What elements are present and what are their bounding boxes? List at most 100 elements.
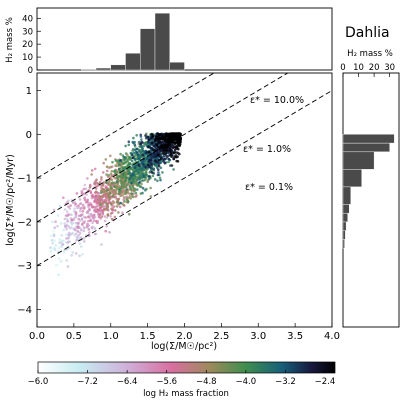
top-hist-ylabel: H₂ mass % — [5, 17, 15, 63]
main-ytick-label: 0 — [26, 130, 32, 141]
scatter-point — [70, 218, 74, 221]
scatter-point — [82, 229, 86, 233]
scatter-point — [162, 148, 166, 151]
top-hist-bar — [169, 62, 185, 71]
scatter-point — [173, 155, 176, 158]
scatter-point — [59, 222, 63, 225]
scatter-point — [147, 138, 150, 142]
scatter-point — [89, 191, 93, 195]
scatter-point — [139, 142, 143, 145]
scatter-point — [80, 218, 84, 221]
scatter-point — [162, 155, 165, 158]
scatter-point — [67, 231, 71, 235]
scatter-point — [105, 225, 108, 228]
scatter-point — [111, 194, 115, 197]
scatter-point — [140, 170, 143, 174]
scatter-point — [103, 215, 106, 218]
scatter-point — [79, 236, 83, 239]
scatter-point — [120, 179, 123, 183]
scatter-point — [158, 176, 162, 180]
scatter-point — [49, 234, 53, 237]
scatter-point — [57, 246, 61, 250]
scatter-point — [161, 171, 164, 174]
scatter-point — [74, 221, 78, 225]
scatter-point — [164, 143, 167, 146]
scatter-point — [101, 211, 104, 215]
scatter-point — [142, 175, 146, 178]
scatter-point — [138, 149, 141, 153]
scatter-point — [166, 133, 170, 136]
scatter-point — [70, 213, 73, 216]
scatter-point — [53, 248, 57, 251]
scatter-point — [99, 205, 102, 209]
scatter-point — [79, 202, 83, 205]
scatter-point — [121, 176, 124, 179]
scatter-point — [65, 227, 68, 231]
scatter-point — [172, 168, 175, 171]
scatter-point — [105, 198, 108, 201]
scatter-point — [100, 178, 103, 181]
scatter-point — [131, 185, 134, 188]
scatter-point — [79, 209, 82, 213]
scatter-point — [115, 185, 118, 188]
efficiency-line — [37, 90, 332, 267]
right-hist-bar — [342, 204, 350, 214]
scatter-point — [92, 195, 95, 199]
scatter-point — [77, 221, 80, 225]
scatter-point — [119, 194, 122, 198]
top-hist-bar — [110, 64, 126, 71]
scatter-point — [169, 153, 172, 157]
scatter-point — [57, 273, 60, 277]
scatter-point — [77, 226, 80, 229]
colorbar-ticks: −6.0 −7.2 −6.4 −5.6 −4.8 −4.0 −3.2 −2.4 — [28, 370, 335, 387]
scatter-point — [115, 192, 118, 195]
scatter-point — [137, 140, 141, 144]
scatter-point — [150, 156, 154, 160]
scatter-point — [103, 199, 106, 202]
top-hist-bar — [95, 67, 111, 71]
scatter-point — [88, 207, 91, 211]
scatter-point — [152, 144, 156, 147]
scatter-point — [117, 188, 121, 191]
colorbar-tick-label: −4.8 — [196, 377, 217, 387]
colorbar: −6.0 −7.2 −6.4 −5.6 −4.8 −4.0 −3.2 −2.4 log H₂ … — [28, 361, 336, 399]
scatter-point — [172, 136, 176, 139]
scatter-point — [97, 197, 100, 201]
scatter-point — [141, 187, 145, 190]
scatter-point — [100, 198, 104, 201]
scatter-point — [158, 141, 162, 144]
scatter-point — [141, 153, 145, 157]
scatter-point — [92, 219, 96, 222]
scatter-point — [92, 213, 96, 217]
scatter-point — [66, 241, 69, 244]
scatter-point — [107, 174, 111, 177]
main-ytick-label: −4 — [17, 305, 32, 316]
scatter-point — [59, 260, 63, 263]
main-xtick-label: 4.0 — [324, 331, 340, 342]
scatter-point — [63, 249, 66, 252]
scatter-point — [161, 140, 165, 144]
scatter-point — [110, 178, 114, 181]
scatter-point — [157, 168, 160, 171]
scatter-point — [93, 200, 96, 203]
scatter-point — [173, 151, 176, 155]
scatter-point — [75, 192, 79, 195]
scatter-point — [63, 222, 66, 225]
scatter-point — [128, 185, 132, 188]
scatter-point — [126, 159, 129, 162]
scatter-point — [68, 207, 72, 210]
scatter-point — [149, 195, 153, 198]
scatter-point — [93, 167, 97, 171]
scatter-point — [66, 210, 69, 213]
scatter-point — [117, 167, 121, 171]
scatter-point — [58, 204, 62, 208]
scatter-point — [141, 147, 144, 150]
scatter-point — [78, 254, 81, 258]
scatter-point — [109, 165, 112, 169]
scatter-point — [128, 177, 132, 180]
scatter-point — [132, 151, 136, 154]
scatter-point — [60, 245, 63, 248]
scatter-point — [127, 140, 131, 143]
scatter-point — [117, 211, 120, 214]
scatter-point — [105, 173, 108, 176]
